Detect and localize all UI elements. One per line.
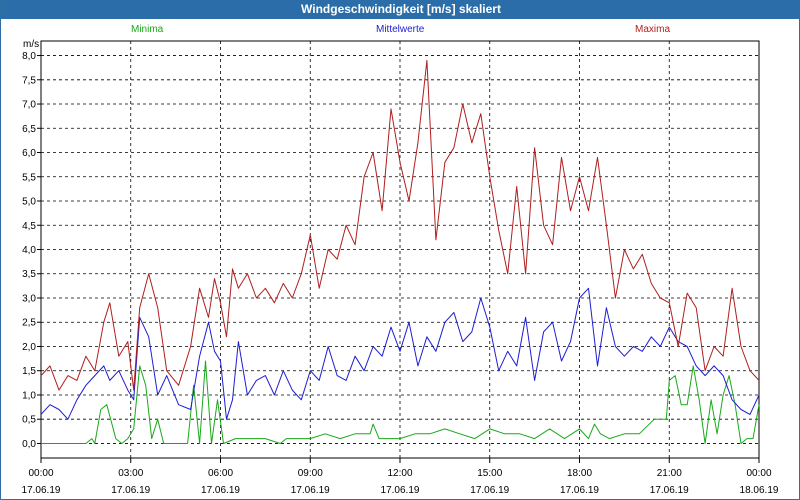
y-tick-label: 4,5: [22, 221, 36, 232]
series-minima-line: [41, 360, 760, 444]
y-tick-label: 2,0: [22, 342, 36, 353]
y-tick-label: 1,0: [22, 390, 36, 401]
legend-minima: Minima: [131, 24, 164, 35]
y-tick-label: 5,0: [22, 197, 36, 208]
y-tick-label: 0,5: [22, 415, 36, 426]
x-tick-time: 15:00: [477, 468, 502, 479]
legend-maxima: Maxima: [635, 24, 671, 35]
x-tick-time: 06:00: [208, 468, 233, 479]
x-tick-time: 00:00: [28, 468, 53, 479]
y-tick-label: 6,5: [22, 124, 36, 135]
x-tick-date: 17.06.19: [22, 485, 61, 496]
x-tick-date: 17.06.19: [470, 485, 509, 496]
x-tick-date: 18.06.19: [740, 485, 779, 496]
x-tick-time: 00:00: [746, 468, 771, 479]
y-tick-label: 3,0: [22, 293, 36, 304]
x-tick-time: 09:00: [298, 468, 323, 479]
series-maxima-line: [40, 59, 760, 391]
x-tick-time: 03:00: [118, 468, 143, 479]
y-tick-label: 6,0: [22, 148, 36, 159]
x-tick-date: 17.06.19: [291, 485, 330, 496]
series-mittelwerte-line: [40, 287, 760, 420]
y-tick-label: 2,5: [22, 318, 36, 329]
x-tick-date: 17.06.19: [381, 485, 420, 496]
legend-mittelwerte: Mittelwerte: [376, 24, 425, 35]
x-tick-date: 17.06.19: [111, 485, 150, 496]
y-tick-label: 3,5: [22, 269, 36, 280]
window-title: Windgeschwindigkeit [m/s] skaliert: [1, 0, 800, 19]
y-tick-label: 7,5: [22, 75, 36, 86]
x-tick-time: 18:00: [567, 468, 592, 479]
y-tick-label: 8,0: [22, 51, 36, 62]
y-tick-label: 1,5: [22, 366, 36, 377]
x-tick-time: 12:00: [387, 468, 412, 479]
y-tick-label: 4,0: [22, 245, 36, 256]
y-tick-label: 5,5: [22, 172, 36, 183]
x-tick-date: 17.06.19: [201, 485, 240, 496]
x-tick-time: 21:00: [657, 468, 682, 479]
y-tick-label: 0,0: [22, 439, 36, 450]
y-axis-unit: m/s: [23, 39, 40, 50]
x-tick-date: 17.06.19: [650, 485, 689, 496]
y-tick-label: 7,0: [22, 100, 36, 111]
x-tick-date: 17.06.19: [560, 485, 599, 496]
